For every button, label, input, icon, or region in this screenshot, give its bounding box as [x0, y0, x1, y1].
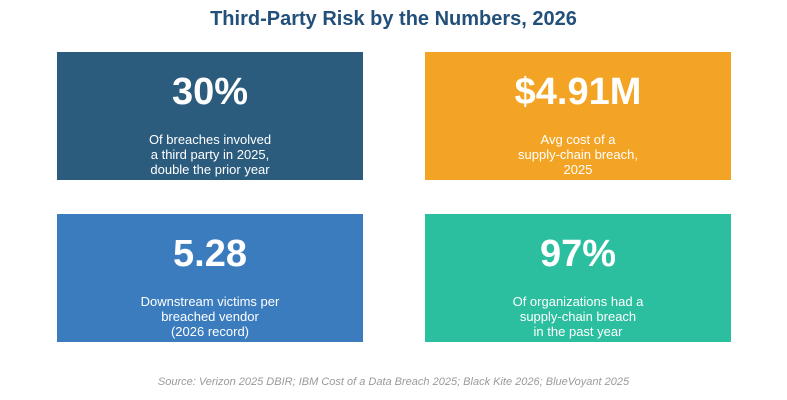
description-line: supply-chain breach,: [518, 147, 638, 162]
stat-description: Of organizations had a supply-chain breac…: [425, 294, 731, 339]
description-line: breached vendor: [161, 309, 259, 324]
stat-card: 97% Of organizations had a supply-chain br…: [425, 214, 731, 342]
description-line: 2025: [563, 162, 593, 177]
description-line: Downstream victims per: [140, 294, 280, 309]
stat-card: $4.91M Avg cost of a supply-chain breach, 2…: [425, 52, 731, 180]
stat-value: 97%: [539, 233, 617, 275]
description-line: Avg cost of a: [540, 132, 616, 147]
description-line: double the prior year: [150, 162, 270, 177]
stat-value: 5.28: [173, 233, 247, 275]
description-line: supply-chain breach: [519, 309, 637, 324]
stat-card: 5.28 Downstream victims per breached vendo…: [57, 214, 363, 342]
stat-value: $4.91M: [514, 71, 642, 113]
description-line: a third party in 2025,: [150, 147, 270, 162]
stat-value: 30%: [171, 71, 249, 113]
stat-card: 30% Of breaches involved a third party in …: [57, 52, 363, 180]
stat-description: Downstream victims per breached vendor (20…: [57, 294, 363, 339]
description-line: Of breaches involved: [148, 132, 272, 147]
source: Source: Verizon 2025 DBIR; IBM Cost of a…: [157, 376, 630, 388]
description-line: (2026 record): [170, 324, 250, 339]
description-line: in the past year: [533, 324, 623, 339]
title: Third-Party Risk by the Numbers, 2026: [210, 8, 577, 30]
stat-description: Avg cost of a supply-chain breach, 2025: [425, 132, 731, 177]
stat-description: Of breaches involved a third party in 202…: [57, 132, 363, 177]
description-line: Of organizations had a: [512, 294, 644, 309]
